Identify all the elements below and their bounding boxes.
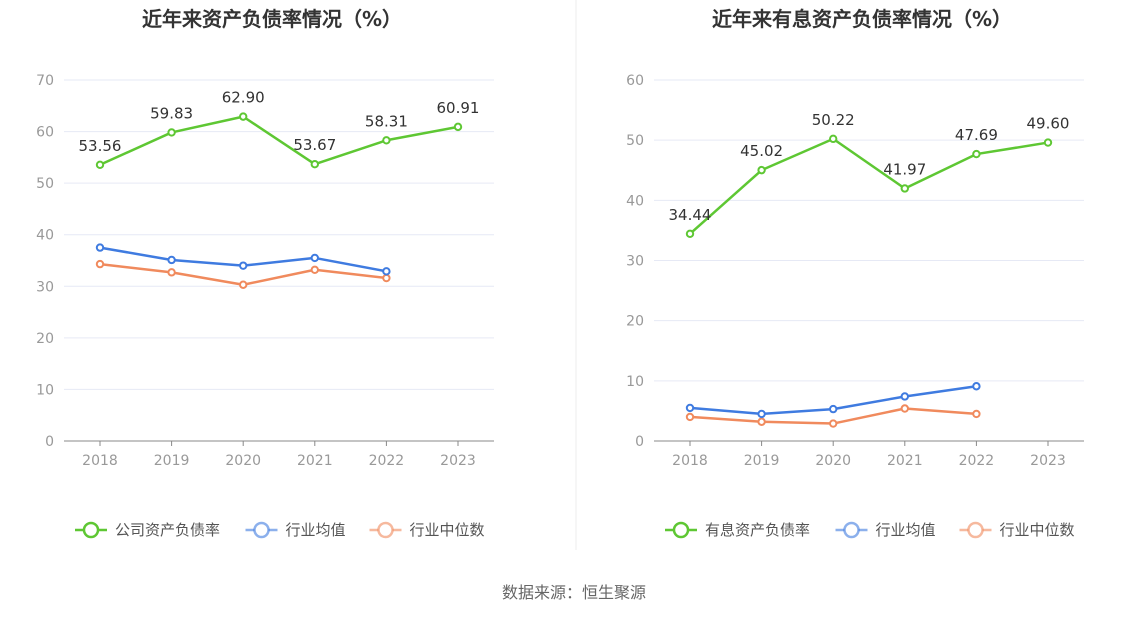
y-tick-label: 40 — [36, 228, 54, 244]
x-tick-label: 2019 — [744, 453, 780, 469]
data-label: 58.31 — [365, 112, 408, 130]
data-point — [239, 112, 248, 121]
y-tick-label: 50 — [626, 133, 644, 149]
y-tick-label: 60 — [626, 73, 644, 89]
legend-label: 有息资产负债率 — [705, 521, 810, 539]
data-label: 49.60 — [1027, 115, 1070, 133]
chart-title: 近年来资产负债率情况（%） — [142, 7, 402, 31]
x-tick-label: 2021 — [297, 453, 333, 469]
x-tick-label: 2022 — [369, 453, 405, 469]
x-tick-label: 2023 — [440, 453, 476, 469]
y-tick-label: 50 — [36, 176, 54, 192]
data-point — [382, 136, 391, 145]
data-source: 数据来源：恒生聚源 — [502, 583, 646, 602]
x-tick-label: 2018 — [672, 453, 708, 469]
data-point — [972, 382, 981, 391]
x-tick-label: 2020 — [225, 453, 261, 469]
data-label: 53.56 — [79, 137, 122, 155]
y-tick-label: 20 — [36, 331, 54, 347]
data-point — [95, 243, 105, 252]
data-point — [829, 419, 838, 428]
data-label: 41.97 — [883, 160, 926, 178]
x-tick-label: 2023 — [1030, 453, 1066, 469]
data-label: 34.44 — [669, 206, 712, 224]
legend-item: 行业均值 — [245, 521, 346, 539]
data-point — [239, 280, 248, 289]
series-line — [99, 115, 459, 166]
data-point — [95, 259, 105, 269]
data-point — [972, 409, 981, 419]
y-tick-label: 40 — [626, 193, 644, 209]
data-point — [382, 273, 391, 283]
data-point — [167, 255, 176, 265]
legend-item: 有息资产负债率 — [665, 521, 810, 539]
data-point — [382, 267, 391, 276]
x-tick-label: 2020 — [815, 453, 851, 469]
legend-marker — [253, 521, 270, 539]
data-label: 53.67 — [293, 136, 336, 154]
data-point — [310, 265, 319, 274]
data-label: 62.90 — [222, 89, 265, 107]
data-point — [167, 128, 176, 137]
data-point — [829, 404, 838, 414]
y-tick-label: 10 — [36, 382, 54, 398]
legend-label: 公司资产负债率 — [115, 521, 220, 539]
legend-label: 行业中位数 — [1000, 521, 1075, 539]
data-label: 59.83 — [150, 104, 193, 122]
data-label: 60.91 — [437, 99, 480, 117]
chart-panel-asset-liability: 近年来资产负债率情况（%） 0 10 20 30 40 50 60 70 2018 2019 2020… — [36, 7, 494, 539]
y-tick-label: 70 — [36, 73, 54, 89]
legend-item: 行业中位数 — [369, 521, 485, 539]
data-point — [900, 392, 909, 401]
chart-panel-interest-liability: 近年来有息资产负债率情况（%） 0 10 20 30 40 50 60 2018 2019 2020… — [626, 7, 1084, 539]
legend-item: 行业中位数 — [959, 521, 1075, 539]
y-tick-label: 20 — [626, 314, 644, 330]
y-tick-label: 60 — [36, 125, 54, 141]
data-point — [310, 160, 319, 169]
legend-marker — [967, 521, 984, 539]
legend-marker — [377, 521, 394, 539]
y-tick-label: 0 — [45, 434, 54, 450]
legend-item: 公司资产负债率 — [75, 521, 220, 539]
data-label: 47.69 — [955, 126, 998, 144]
y-tick-label: 10 — [626, 374, 644, 390]
data-point — [167, 268, 176, 277]
legend-item: 行业均值 — [835, 521, 936, 539]
data-point — [757, 417, 766, 426]
data-point — [829, 134, 838, 144]
y-tick-label: 30 — [36, 279, 54, 295]
x-tick-label: 2022 — [959, 453, 995, 469]
data-point — [757, 409, 766, 419]
data-point — [95, 160, 105, 169]
series-line — [689, 137, 1049, 235]
legend-label: 行业均值 — [876, 521, 936, 539]
data-point — [453, 122, 463, 132]
data-point — [1043, 138, 1053, 147]
data-label: 45.02 — [740, 142, 783, 160]
x-tick-label: 2018 — [82, 453, 118, 469]
y-tick-label: 0 — [635, 434, 644, 450]
legend-marker — [82, 521, 100, 539]
x-tick-label: 2019 — [154, 453, 190, 469]
legend-marker — [672, 521, 690, 539]
data-point — [685, 412, 695, 422]
chart-title: 近年来有息资产负债率情况（%） — [712, 7, 1012, 31]
legend-marker — [843, 521, 860, 539]
x-tick-label: 2021 — [887, 453, 923, 469]
data-point — [757, 165, 766, 175]
legend-label: 行业均值 — [286, 521, 346, 539]
data-point — [685, 229, 695, 238]
data-point — [900, 184, 909, 193]
data-point — [685, 403, 695, 413]
data-point — [310, 253, 319, 263]
data-point — [239, 261, 248, 270]
data-label: 50.22 — [812, 111, 855, 129]
y-tick-label: 30 — [626, 254, 644, 270]
data-point — [900, 404, 909, 413]
data-point — [972, 149, 981, 159]
legend-label: 行业中位数 — [410, 521, 485, 539]
